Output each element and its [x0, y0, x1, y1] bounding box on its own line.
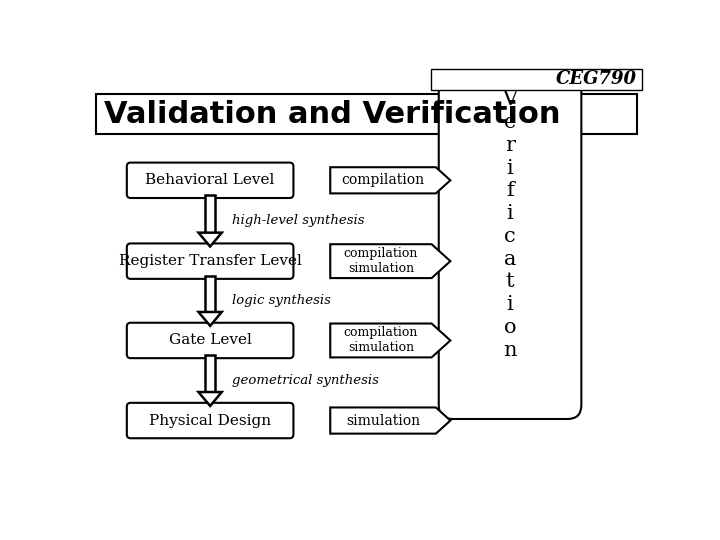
Polygon shape: [330, 323, 451, 357]
Text: compilation: compilation: [341, 173, 425, 187]
FancyBboxPatch shape: [127, 244, 294, 279]
Text: geometrical synthesis: geometrical synthesis: [232, 374, 379, 387]
FancyBboxPatch shape: [438, 77, 581, 419]
Text: logic synthesis: logic synthesis: [232, 294, 330, 307]
Text: high-level synthesis: high-level synthesis: [232, 214, 364, 227]
Bar: [96, 94, 637, 134]
Text: V
e
r
i
f
i
c
a
t
i
o
n: V e r i f i c a t i o n: [503, 90, 518, 360]
Text: Physical Design: Physical Design: [149, 414, 271, 428]
FancyBboxPatch shape: [127, 163, 294, 198]
Text: Behavioral Level: Behavioral Level: [145, 173, 275, 187]
Polygon shape: [205, 276, 215, 312]
FancyBboxPatch shape: [127, 403, 294, 438]
FancyBboxPatch shape: [127, 323, 294, 358]
Text: Validation and Verification: Validation and Verification: [104, 99, 560, 129]
Polygon shape: [330, 408, 451, 434]
Polygon shape: [330, 167, 451, 193]
Bar: [431, 69, 642, 90]
Polygon shape: [199, 233, 222, 247]
Text: compilation
simulation: compilation simulation: [343, 247, 418, 275]
Polygon shape: [205, 355, 215, 392]
Text: compilation
simulation: compilation simulation: [343, 327, 418, 354]
Polygon shape: [330, 244, 451, 278]
Text: simulation: simulation: [346, 414, 420, 428]
Text: Gate Level: Gate Level: [168, 334, 251, 347]
Text: CEG790: CEG790: [556, 70, 637, 89]
Polygon shape: [205, 195, 215, 233]
Polygon shape: [199, 392, 222, 406]
Polygon shape: [199, 312, 222, 326]
Text: Register Transfer Level: Register Transfer Level: [119, 254, 302, 268]
